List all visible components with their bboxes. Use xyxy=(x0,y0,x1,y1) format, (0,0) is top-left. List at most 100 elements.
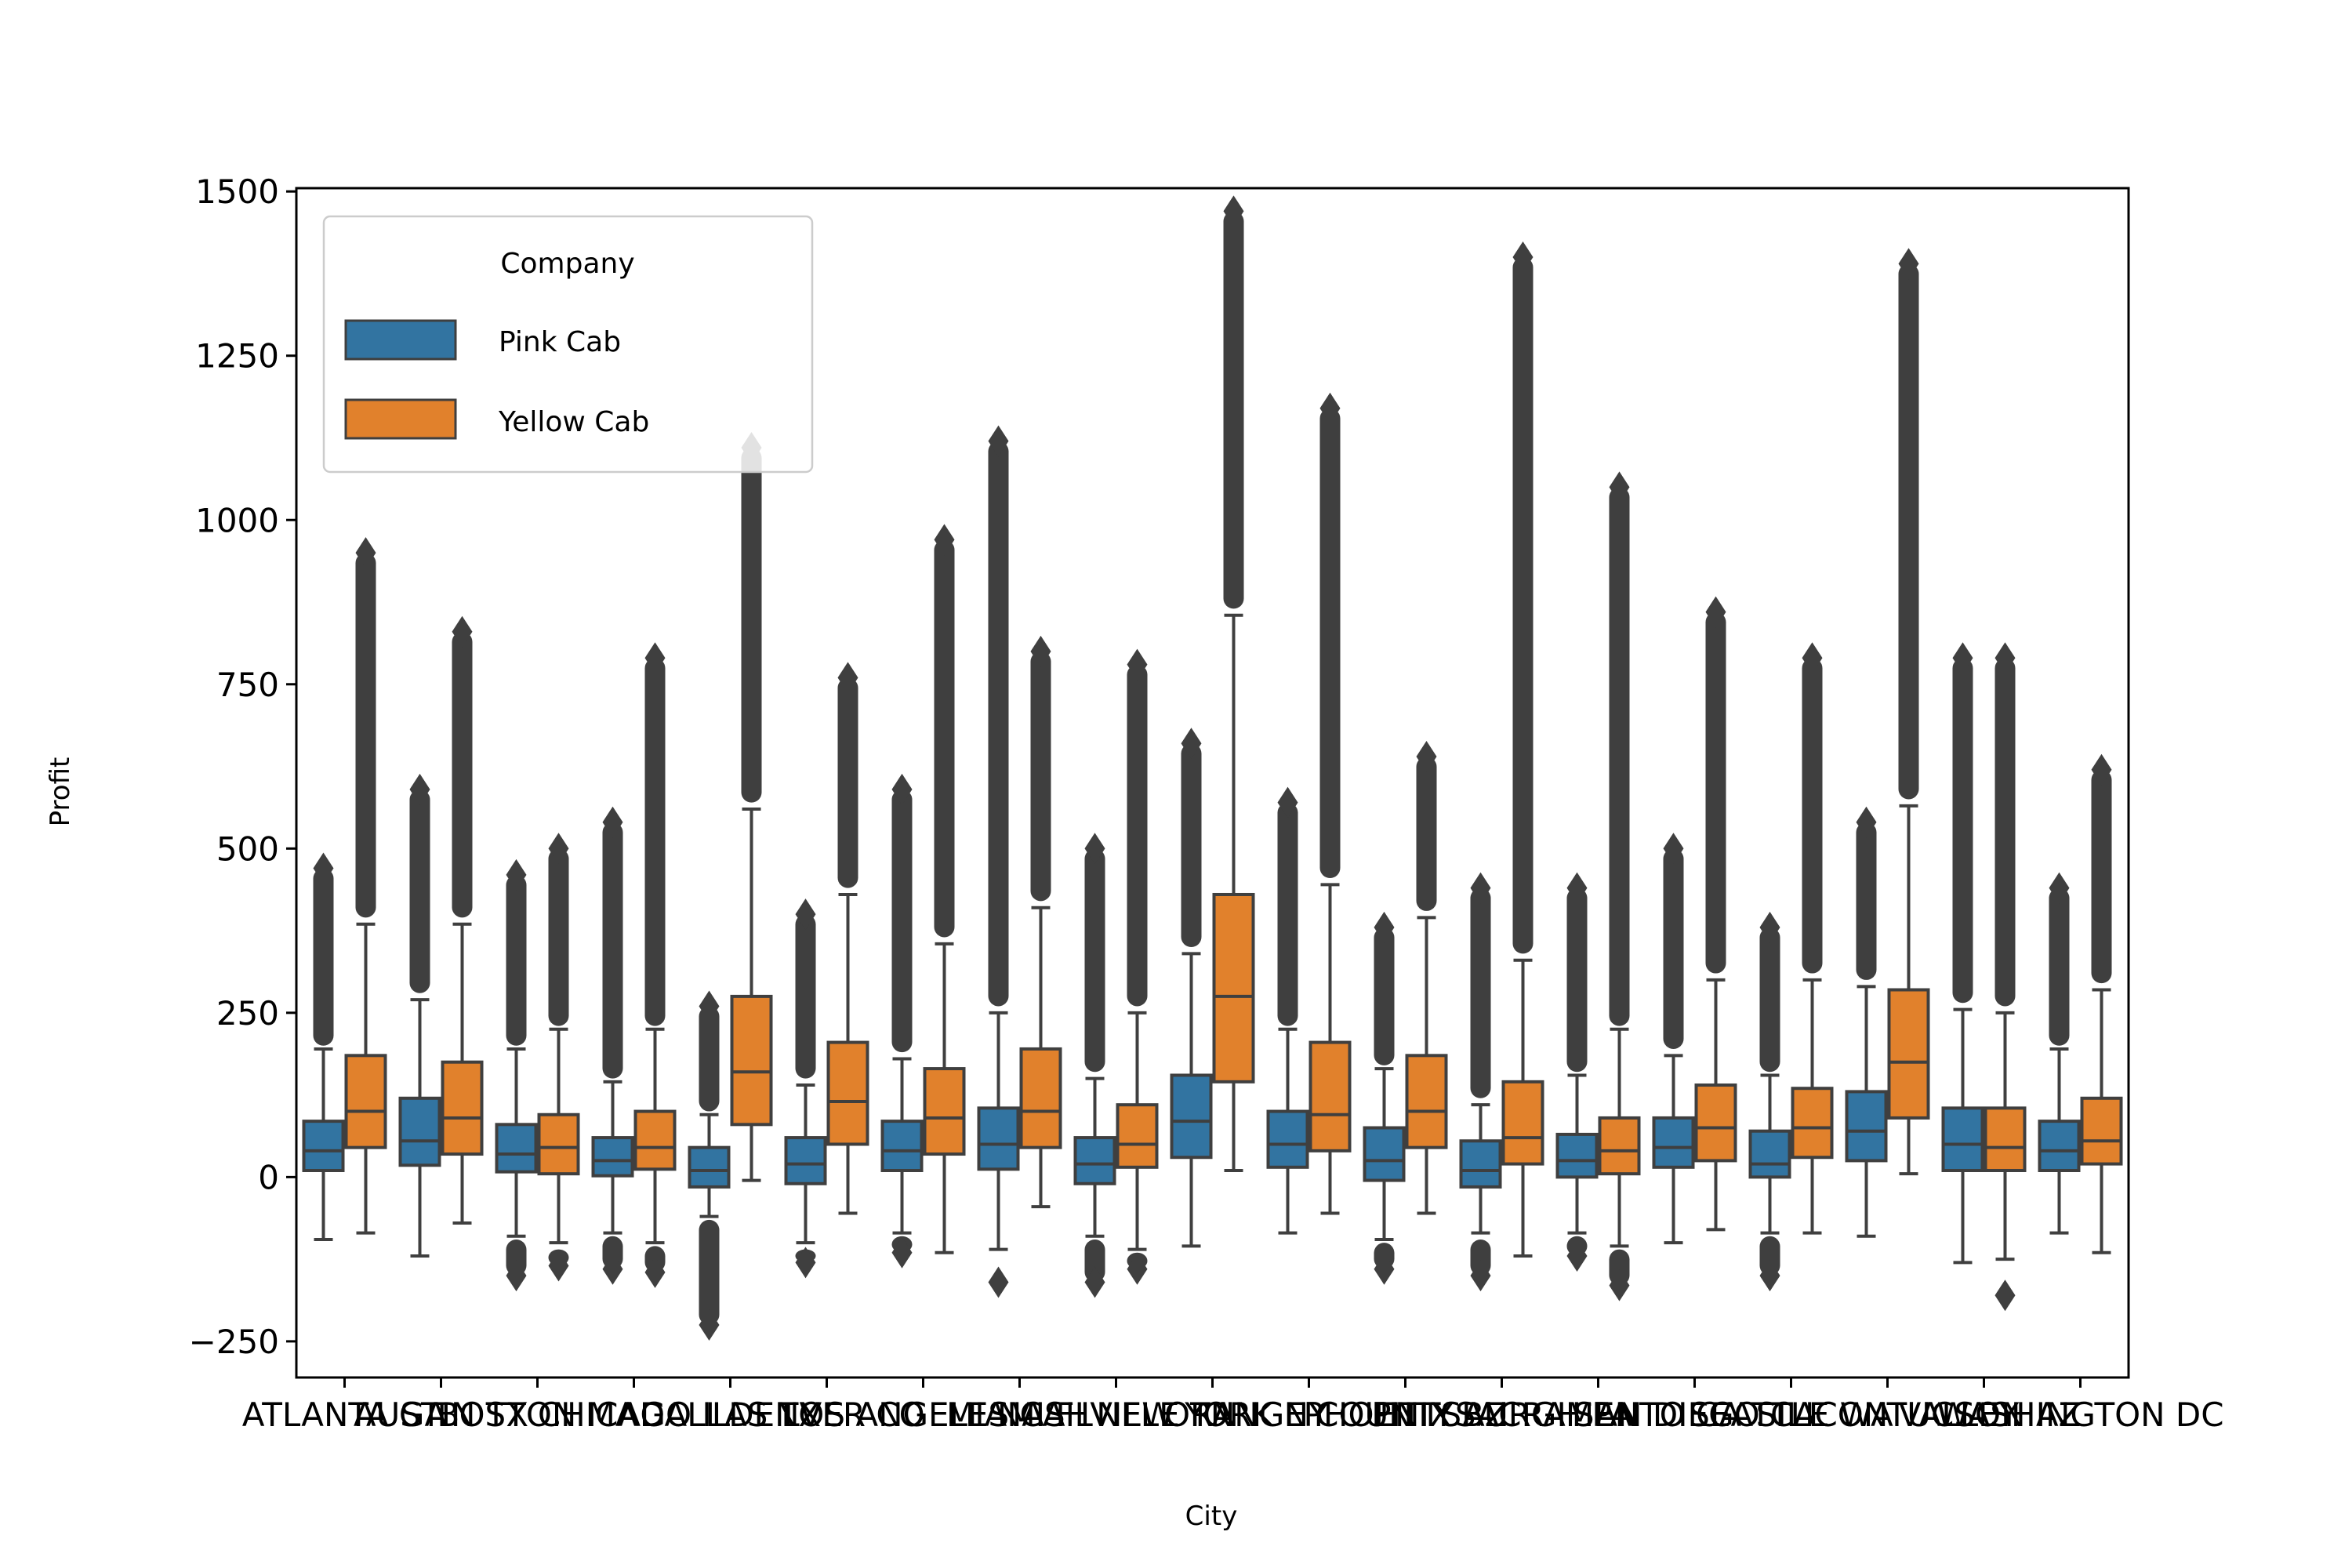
outlier-max-marker xyxy=(1609,471,1630,503)
x-tick-label: DENVER CO xyxy=(728,1396,924,1434)
box-group xyxy=(1845,806,1888,1238)
box-group xyxy=(398,773,441,1258)
outlier-max-marker xyxy=(409,773,430,805)
outlier-band-high xyxy=(891,789,913,1053)
box xyxy=(1459,1139,1502,1189)
outlier-max-marker xyxy=(1030,635,1051,667)
plot-area xyxy=(302,195,2123,1341)
y-axis-label: Profit xyxy=(45,757,76,827)
outlier-band-high xyxy=(1759,927,1780,1073)
x-tick-label: MIAMI FL xyxy=(946,1396,1093,1434)
outlier-band-high xyxy=(934,539,955,938)
box-group xyxy=(1266,786,1309,1235)
box-group xyxy=(688,990,731,1341)
y-tick-label: 1250 xyxy=(195,337,279,376)
box xyxy=(1019,1047,1062,1149)
box-group xyxy=(1019,635,1062,1209)
outlier-min-marker xyxy=(506,1260,527,1292)
outlier-band-high xyxy=(506,874,527,1046)
box-group xyxy=(1694,596,1737,1232)
outlier-band-high xyxy=(1898,263,1919,800)
box xyxy=(1791,1087,1834,1160)
box xyxy=(923,1067,966,1156)
outlier-band-high xyxy=(1952,658,1973,1004)
box-group xyxy=(1598,471,1641,1301)
box xyxy=(344,1054,387,1149)
x-tick-label: CHICAGO IL xyxy=(538,1396,731,1434)
outlier-marker xyxy=(1994,1279,2016,1312)
box xyxy=(2038,1120,2081,1172)
outlier-min-marker xyxy=(602,1253,623,1285)
outlier-band-low xyxy=(1470,1239,1491,1276)
box-group xyxy=(537,833,580,1282)
box xyxy=(1845,1090,1888,1163)
box-group xyxy=(1212,195,1255,1172)
outlier-max-marker xyxy=(313,852,334,884)
box-group xyxy=(1887,248,1930,1176)
outlier-band-low xyxy=(1084,1239,1105,1283)
outlier-max-marker xyxy=(1705,596,1726,628)
box-group xyxy=(1941,642,1984,1265)
outlier-band-high xyxy=(1994,658,2016,1007)
box xyxy=(784,1136,827,1185)
box xyxy=(730,994,773,1127)
outlier-max-marker xyxy=(1416,740,1437,772)
x-tick-label: ORANGE COUNTY xyxy=(1164,1396,1454,1434)
x-tick-label: NEW YORK NY xyxy=(1096,1396,1329,1434)
x-tick-label: DALLAS TX xyxy=(640,1396,821,1434)
outlier-max-marker xyxy=(506,858,527,891)
box xyxy=(826,1040,869,1146)
outlier-band-high xyxy=(1663,848,1684,1049)
box-group xyxy=(495,858,538,1292)
outlier-min-marker xyxy=(795,1247,816,1279)
box-group xyxy=(1405,740,1448,1215)
box xyxy=(1170,1073,1213,1160)
box xyxy=(1941,1106,1984,1172)
y-tick-label: 500 xyxy=(216,829,279,868)
box xyxy=(441,1060,484,1156)
outlier-band-high xyxy=(313,868,334,1046)
box-group xyxy=(1459,872,1502,1292)
outlier-max-marker xyxy=(1127,648,1148,681)
x-tick-label: TUCSON AZ xyxy=(1886,1396,2082,1434)
outlier-band-high xyxy=(1319,408,1341,879)
box-group xyxy=(1652,833,1695,1245)
y-tick-label: 0 xyxy=(258,1158,279,1196)
box-group xyxy=(1073,833,1116,1298)
box-group xyxy=(730,432,773,1182)
x-tick-label: SEATTLE WA xyxy=(1689,1396,1893,1434)
outlier-min-marker xyxy=(891,1236,913,1269)
box-group xyxy=(344,537,387,1235)
outlier-max-marker xyxy=(548,833,569,865)
series-pink-cab xyxy=(302,425,2081,1341)
outlier-band-high xyxy=(795,914,816,1079)
x-tick-label: SAN DIEGO CA xyxy=(1573,1396,1816,1434)
outlier-band-high xyxy=(1277,802,1298,1026)
outlier-max-marker xyxy=(1663,833,1684,865)
x-tick-label: ATLANTA GA xyxy=(242,1396,448,1434)
outlier-band-high xyxy=(741,448,762,803)
outlier-max-marker xyxy=(1856,806,1877,838)
box xyxy=(1405,1054,1448,1149)
box xyxy=(537,1112,580,1176)
box xyxy=(688,1145,731,1189)
box xyxy=(2080,1096,2123,1166)
box-group xyxy=(302,852,345,1241)
box-group xyxy=(826,662,869,1215)
box-group xyxy=(1555,872,1599,1272)
outlier-band-high xyxy=(602,822,623,1079)
outlier-max-marker xyxy=(699,990,720,1022)
outlier-max-marker xyxy=(355,537,376,569)
outlier-band-high xyxy=(1181,743,1202,948)
legend: Company Pink Cab Yellow Cab xyxy=(322,215,814,474)
box-group xyxy=(633,642,677,1288)
box xyxy=(1363,1126,1406,1182)
outlier-min-marker xyxy=(1127,1253,1148,1285)
outlier-band-high xyxy=(1416,756,1437,911)
outlier-max-marker xyxy=(1181,728,1202,760)
outlier-band-low xyxy=(602,1236,623,1269)
outlier-band-high xyxy=(1856,822,1877,980)
outlier-band-high xyxy=(2049,887,2070,1046)
outlier-max-marker xyxy=(1223,195,1244,227)
